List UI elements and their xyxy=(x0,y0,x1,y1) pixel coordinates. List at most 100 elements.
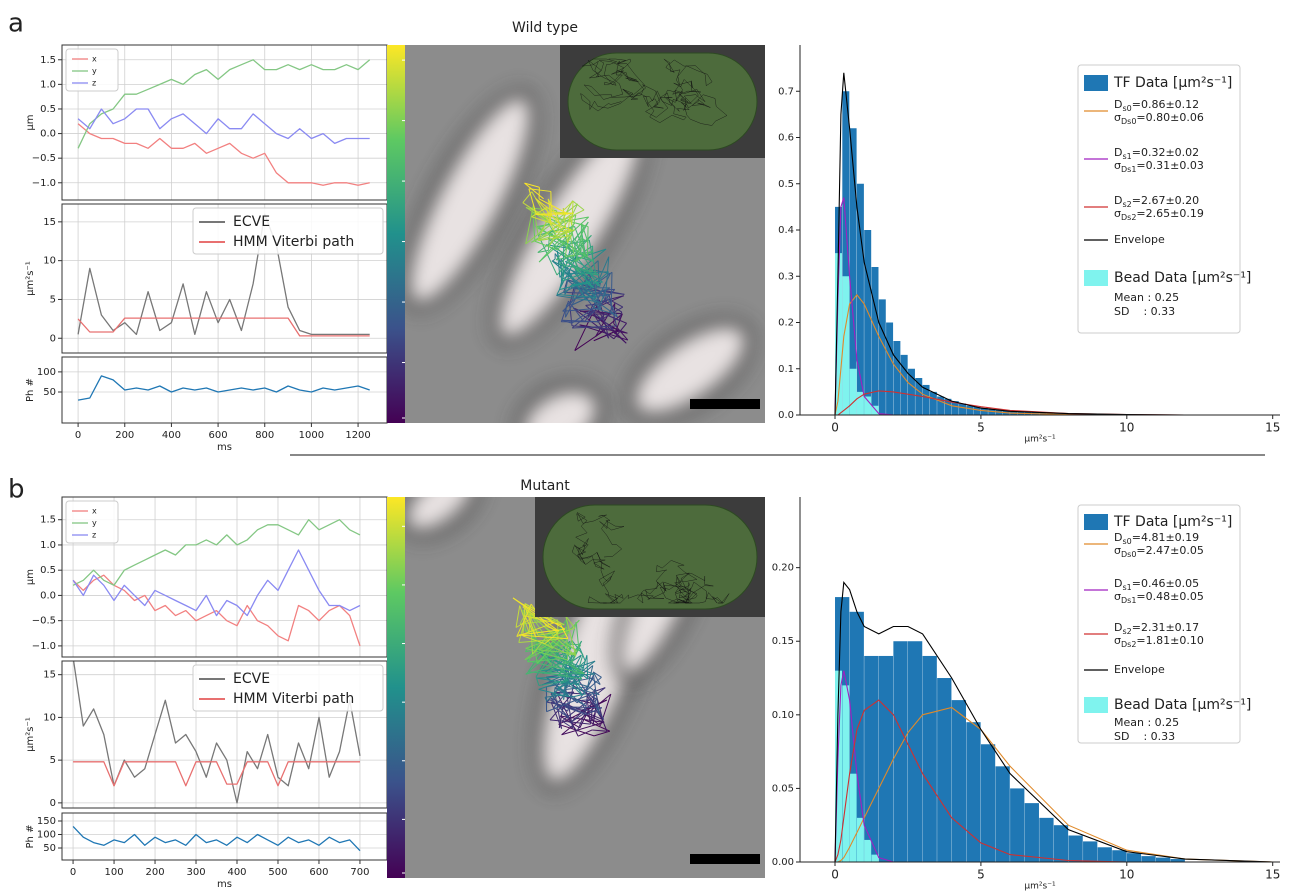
histogram-bar xyxy=(929,391,937,415)
trajectory-step xyxy=(565,615,576,629)
trajectory-step xyxy=(570,236,575,256)
series-line xyxy=(72,574,361,647)
legend-label: y xyxy=(92,67,97,76)
trajectory-step xyxy=(592,712,596,726)
y-tick-label: 100 xyxy=(37,367,56,378)
trajectory-step xyxy=(575,255,585,262)
trajectory-step xyxy=(552,229,576,240)
histogram-bar xyxy=(980,744,996,862)
legend-label: y xyxy=(92,519,97,528)
legend-label-part: Ds1 xyxy=(1121,165,1136,174)
trajectory-step xyxy=(569,712,586,724)
legend-label: Ds2=2.31±0.17 xyxy=(1114,621,1199,636)
trajectory-step xyxy=(572,693,586,698)
inset-trajectory xyxy=(580,58,728,126)
trajectory-step xyxy=(515,605,521,628)
series-line xyxy=(77,59,371,149)
trajectory-step xyxy=(585,676,602,692)
trajectory-step xyxy=(561,319,600,323)
legend-label: Ds1=0.32±0.02 xyxy=(1114,146,1199,161)
trajectory-step xyxy=(571,311,592,329)
trajectory-step xyxy=(552,235,572,240)
histogram-bar xyxy=(900,354,908,415)
trajectory-step xyxy=(535,676,540,686)
trajectory-step xyxy=(577,729,593,737)
cell xyxy=(406,497,474,530)
histogram-bar xyxy=(988,408,996,415)
x-tick-label: 0 xyxy=(70,867,76,878)
histogram-bar xyxy=(1155,857,1171,862)
trajectory-step xyxy=(608,294,618,327)
histogram-bar xyxy=(842,685,850,862)
trajectory-step xyxy=(557,694,579,737)
y-axis-label: μm²s⁻¹ xyxy=(25,261,36,296)
legend-stat: Mean : 0.25 xyxy=(1114,291,1179,304)
fit-curve xyxy=(834,72,1273,415)
legend-label-part: =0.32±0.02 xyxy=(1132,146,1199,159)
x-tick-label: 0 xyxy=(831,868,839,882)
x-tick-label: 0 xyxy=(831,421,839,435)
legend-label-part: D xyxy=(1114,146,1122,159)
x-tick-label: 5 xyxy=(977,868,985,882)
trajectory-step xyxy=(529,605,534,655)
trajectory-step xyxy=(546,693,594,713)
legend-label-part: σ xyxy=(1114,544,1121,557)
legend-label: TF Data [μm²s⁻¹] xyxy=(1113,75,1232,91)
x-tick-label: 400 xyxy=(227,867,246,878)
trajectory-step xyxy=(575,621,580,651)
histogram-bar xyxy=(959,403,967,415)
legend-label-part: D xyxy=(1114,531,1122,544)
histogram-bar xyxy=(871,267,879,415)
legend-label-part: Ds0 xyxy=(1121,117,1136,126)
legend-label: σDs2=1.81±0.10 xyxy=(1114,634,1204,649)
y-tick-label: 0.4 xyxy=(778,225,794,236)
legend-label: z xyxy=(92,79,96,88)
cell xyxy=(523,390,597,423)
trajectory-step xyxy=(535,646,554,678)
series-line xyxy=(73,761,360,787)
legend-label: σDs0=2.47±0.05 xyxy=(1114,544,1204,559)
trajectory-step xyxy=(574,239,582,252)
x-tick-label: 5 xyxy=(977,421,985,435)
legend-stat: Mean : 0.25 xyxy=(1114,716,1179,729)
legend-label-part: =0.80±0.06 xyxy=(1136,111,1203,124)
panel-title: Mutant xyxy=(520,478,570,494)
y-tick-label: 0.20 xyxy=(772,563,794,574)
trajectory-step xyxy=(557,646,572,677)
legend-label: HMM Viterbi path xyxy=(233,234,354,250)
trajectory-step xyxy=(557,687,570,698)
trajectory-step xyxy=(557,229,572,233)
legend-stat: SD : 0.33 xyxy=(1114,305,1175,318)
trajectory-step xyxy=(550,702,563,729)
fit-curve xyxy=(834,197,1273,415)
legend-label-part: =0.48±0.05 xyxy=(1136,590,1203,603)
trajectory-step xyxy=(593,674,600,715)
trajectory-step xyxy=(586,655,589,679)
x-tick-label: 200 xyxy=(145,867,164,878)
trajectory-step xyxy=(540,671,585,675)
y-tick-label: 50 xyxy=(43,387,56,398)
trajectory-step xyxy=(550,621,561,626)
trajectory-step xyxy=(563,689,566,700)
legend-label-part: σ xyxy=(1114,159,1121,172)
y-tick-label: 0 xyxy=(50,798,56,809)
trajectory-step xyxy=(572,644,582,662)
trajectory-step xyxy=(618,311,623,321)
histogram-bar xyxy=(893,341,901,415)
trajectory-step xyxy=(581,223,589,243)
microscopy-image xyxy=(405,497,765,878)
histogram-bar xyxy=(842,276,850,415)
trajectory-step xyxy=(563,279,568,293)
panel-label: a xyxy=(8,9,24,39)
trajectory-step xyxy=(547,237,580,273)
y-tick-label: 0.5 xyxy=(778,179,794,190)
legend-label-part: =0.86±0.12 xyxy=(1132,98,1199,111)
y-axis-label: μm xyxy=(25,569,36,585)
y-tick-label: 15 xyxy=(43,670,56,681)
series-line xyxy=(72,549,361,617)
legend-label: σDs1=0.31±0.03 xyxy=(1114,159,1204,174)
legend-label-part: =4.81±0.19 xyxy=(1132,531,1199,544)
legend-label-part: =0.31±0.03 xyxy=(1136,159,1203,172)
trajectory-step xyxy=(557,680,580,689)
